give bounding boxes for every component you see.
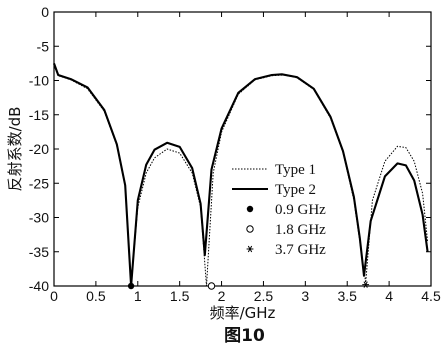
series-marker-3: [127, 282, 135, 290]
y-tick-label: -40: [29, 278, 49, 294]
series-marker-5: [362, 281, 370, 288]
x-tick-label: 4.5: [421, 288, 441, 304]
legend-entry-3: 0.9 GHz: [246, 202, 326, 218]
series-line-2: [53, 63, 429, 288]
axis-ticks: 0 0.5 1 1.5 2 2.5 3 3.5 4 4.5 0 -5 -10 -15 -20 -25 -30 -3…: [29, 4, 441, 304]
y-tick-label: 0: [41, 4, 49, 20]
series-line-1: [53, 65, 429, 287]
y-tick-label: -5: [37, 38, 50, 54]
x-tick-label: 3: [301, 288, 309, 304]
x-tick-label: 1.5: [170, 288, 190, 304]
plot-area: [53, 11, 432, 287]
legend-entry-1: Type 1: [232, 162, 316, 178]
legend-label: 1.8 GHz: [275, 222, 326, 238]
series-marker-4: [207, 282, 216, 290]
y-tick-label: -35: [29, 244, 49, 260]
legend-swatch: [246, 225, 254, 233]
figure-caption: 图10: [224, 326, 265, 346]
x-tick-label: 0.5: [86, 288, 106, 304]
series-layer: [53, 63, 429, 290]
legend-label: 3.7 GHz: [275, 242, 326, 258]
x-tick-label: 3.5: [337, 288, 357, 304]
legend-swatch: [246, 245, 254, 253]
y-tick-label: -25: [29, 175, 49, 191]
x-tick-label: 1: [134, 288, 142, 304]
y-tick-label: -10: [29, 73, 49, 89]
x-tick-label: 2.5: [254, 288, 274, 304]
x-tick-label: 4: [385, 288, 393, 304]
legend-entry-4: 1.8 GHz: [246, 222, 326, 238]
legend: Type 1 Type 2 0.9 GHz 1.8 GHz 3.7 GHz: [232, 162, 326, 258]
legend-swatch: [246, 205, 254, 213]
y-tick-label: -20: [29, 141, 49, 157]
legend-label: Type 1: [275, 162, 316, 178]
x-tick-label: 2: [218, 288, 226, 304]
legend-entry-5: 3.7 GHz: [246, 242, 326, 258]
legend-entry-2: Type 2: [232, 182, 316, 198]
y-axis-label: 反射系数/dB: [6, 107, 24, 192]
plot-frame: [53, 11, 432, 287]
y-tick-label: -30: [29, 210, 49, 226]
legend-label: 0.9 GHz: [275, 202, 326, 218]
x-tick-label: 0: [50, 288, 58, 304]
y-tick-label: -15: [29, 107, 49, 123]
x-axis-label: 频率/GHz: [210, 304, 276, 322]
legend-label: Type 2: [275, 182, 316, 198]
